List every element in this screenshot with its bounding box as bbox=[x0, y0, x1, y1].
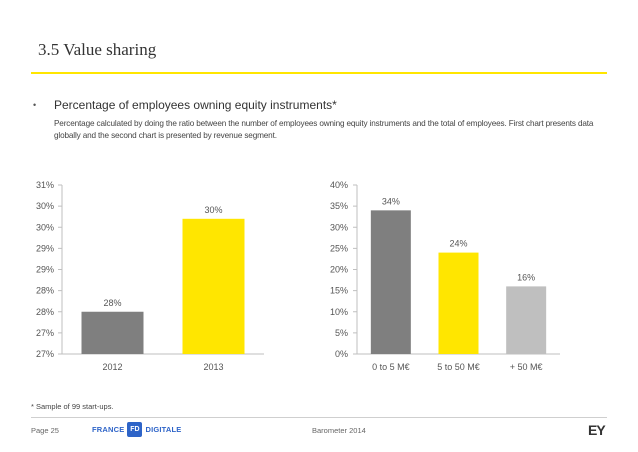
chart2-y-tick-label: 15% bbox=[330, 286, 348, 296]
chart2-y-tick-label: 40% bbox=[330, 180, 348, 190]
chart2-x-tick-label: 0 to 5 M€ bbox=[372, 362, 410, 372]
chart1-y-tick-label: 29% bbox=[36, 243, 54, 253]
chart1-x-tick-label: 2013 bbox=[203, 362, 223, 372]
page-number: Page 25 bbox=[31, 426, 59, 435]
page-title: 3.5 Value sharing bbox=[38, 40, 157, 59]
chart1-y-tick-label: 30% bbox=[36, 222, 54, 232]
section-description: Percentage calculated by doing the ratio… bbox=[54, 119, 594, 140]
chart2-data-label: 24% bbox=[449, 239, 467, 249]
logo-badge: FD bbox=[127, 422, 143, 437]
chart2-x-tick-label: 5 to 50 M€ bbox=[437, 362, 480, 372]
chart1-y-tick-label: 28% bbox=[36, 307, 54, 317]
chart1-y-tick-label: 31% bbox=[36, 180, 54, 190]
chart2-data-label: 34% bbox=[382, 196, 400, 206]
footnote: * Sample of 99 start-ups. bbox=[31, 402, 114, 411]
chart1-y-tick-label: 27% bbox=[36, 349, 54, 359]
ey-logo: EY bbox=[588, 422, 606, 438]
chart1-y-tick-label: 29% bbox=[36, 265, 54, 275]
logo-word-france: FRANCE bbox=[92, 425, 125, 434]
chart2-x-tick-label: + 50 M€ bbox=[510, 362, 543, 372]
chart2-data-label: 16% bbox=[517, 272, 535, 282]
chart1-bar bbox=[182, 218, 245, 354]
chart2-y-tick-label: 35% bbox=[330, 201, 348, 211]
france-digitale-logo: FRANCE FD DIGITALE bbox=[92, 421, 182, 438]
chart2-y-tick-label: 30% bbox=[330, 222, 348, 232]
chart2-y-tick-label: 20% bbox=[330, 265, 348, 275]
title-underline bbox=[31, 72, 607, 74]
chart1-y-tick-label: 28% bbox=[36, 286, 54, 296]
chart2-bar bbox=[506, 286, 547, 354]
footer-divider bbox=[31, 417, 607, 418]
chart1-y-tick-label: 27% bbox=[36, 328, 54, 338]
bullet-marker: • bbox=[33, 100, 37, 110]
chart2-y-tick-label: 5% bbox=[335, 328, 348, 338]
section-heading: Percentage of employees owning equity in… bbox=[54, 98, 337, 112]
chart1-data-label: 28% bbox=[103, 298, 121, 308]
chart1-x-tick-label: 2012 bbox=[102, 362, 122, 372]
barometer-label: Barometer 2014 bbox=[312, 426, 366, 435]
logo-word-digitale: DIGITALE bbox=[145, 425, 182, 434]
chart2-y-tick-label: 25% bbox=[330, 243, 348, 253]
chart2-y-tick-label: 10% bbox=[330, 307, 348, 317]
chart1-y-tick-label: 30% bbox=[36, 201, 54, 211]
chart2-bar bbox=[370, 210, 411, 354]
chart2-y-tick-label: 0% bbox=[335, 349, 348, 359]
chart2-bar bbox=[438, 252, 479, 354]
chart1-bar bbox=[81, 311, 144, 354]
chart1-data-label: 30% bbox=[204, 205, 222, 215]
